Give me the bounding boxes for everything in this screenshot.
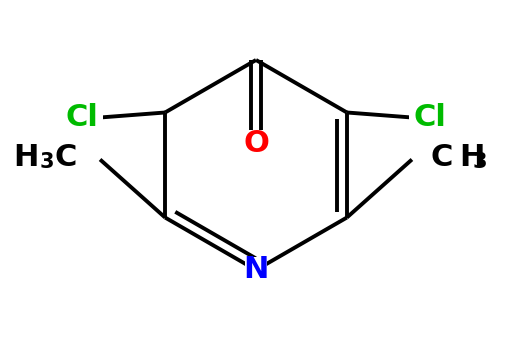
Bar bbox=[245, 257, 267, 283]
Bar bbox=[426, 144, 501, 171]
Bar bbox=[245, 131, 267, 157]
Text: C: C bbox=[54, 143, 76, 172]
Bar bbox=[61, 104, 103, 132]
Text: 3: 3 bbox=[473, 153, 487, 172]
Text: 3: 3 bbox=[39, 153, 54, 172]
Text: Cl: Cl bbox=[66, 103, 98, 132]
Text: O: O bbox=[243, 130, 269, 158]
Text: H: H bbox=[13, 143, 39, 172]
Text: C: C bbox=[431, 143, 453, 172]
Text: H: H bbox=[459, 143, 484, 172]
Bar bbox=[11, 144, 86, 171]
Text: N: N bbox=[243, 255, 269, 285]
Bar bbox=[409, 104, 451, 132]
Text: Cl: Cl bbox=[414, 103, 446, 132]
